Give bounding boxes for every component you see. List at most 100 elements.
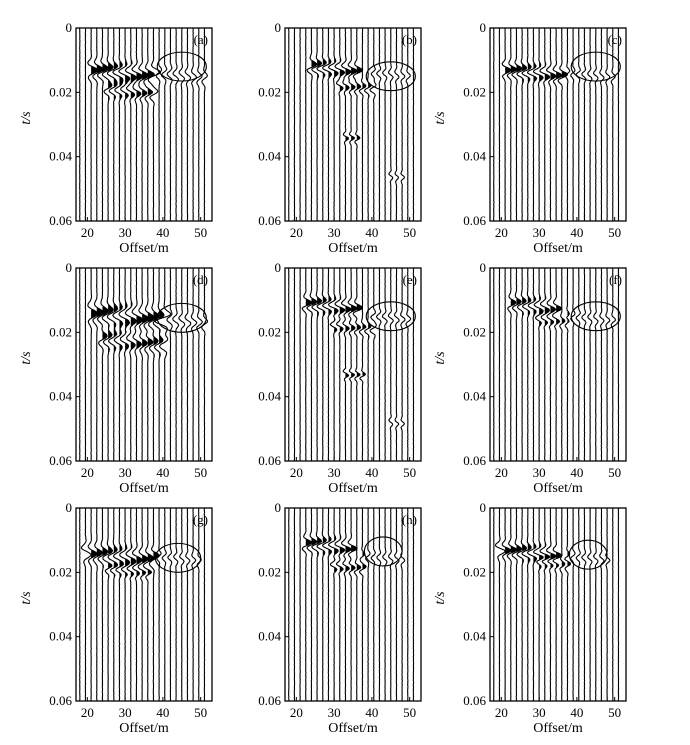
- trace-fill: [539, 565, 542, 569]
- trace-fill: [522, 64, 527, 71]
- panel-g: 20 30 40 50 0 0.02 0.04 0.06 Offset/m t/s (g): [19, 500, 213, 736]
- trace: [570, 268, 576, 461]
- trace: [545, 28, 557, 221]
- trace: [575, 28, 581, 221]
- trace-fill: [550, 62, 552, 65]
- trace-fill: [544, 294, 546, 300]
- trace: [511, 28, 523, 221]
- trace-fill: [516, 313, 518, 316]
- panel-letter: (e): [403, 272, 417, 287]
- trace: [347, 508, 358, 701]
- trace-fill: [362, 563, 367, 569]
- trace: [184, 268, 192, 461]
- trace-group: [288, 28, 415, 221]
- trace: [316, 508, 327, 701]
- trace-fill: [113, 574, 115, 578]
- trace-fill: [527, 77, 530, 83]
- trace: [399, 268, 406, 461]
- trace: [112, 28, 124, 221]
- trace-fill: [516, 79, 518, 83]
- y-tick-label: 0: [480, 500, 487, 515]
- trace: [201, 268, 209, 461]
- y-axis-label: t/s: [19, 351, 34, 365]
- x-tick-label: 30: [533, 225, 546, 240]
- trace-fill: [108, 562, 112, 569]
- trace: [178, 28, 186, 221]
- trace: [511, 268, 522, 461]
- trace-fill: [544, 307, 550, 314]
- trace-fill: [147, 313, 155, 322]
- annotation-ellipse: [363, 536, 403, 567]
- trace: [352, 28, 363, 221]
- trace: [87, 268, 99, 461]
- trace-fill: [527, 63, 532, 69]
- trace-fill: [96, 308, 104, 317]
- panel-h: 20 30 40 50 0 0.02 0.04 0.06 Offset/m (h): [258, 500, 422, 736]
- trace: [167, 508, 173, 701]
- panel-frame: [75, 27, 213, 222]
- trace: [148, 268, 160, 461]
- x-axis-label: Offset/m: [119, 481, 169, 496]
- trace-fill: [102, 81, 104, 86]
- x-tick-label: 20: [290, 465, 303, 480]
- trace-fill: [328, 549, 332, 555]
- panel-letter: (f): [609, 272, 622, 287]
- panel-frame: [489, 27, 627, 222]
- trace-fill: [362, 83, 366, 89]
- trace-fill: [368, 94, 370, 98]
- trace-fill: [516, 298, 522, 305]
- trace: [521, 268, 532, 461]
- trace-fill: [510, 65, 517, 73]
- trace-fill: [527, 311, 530, 317]
- trace-fill: [119, 60, 123, 68]
- trace-fill: [125, 330, 127, 334]
- trace: [592, 508, 599, 701]
- panel-b: 20 30 40 50 0 0.02 0.04 0.06 Offset/m (b): [258, 20, 422, 256]
- trace-group: [79, 508, 206, 701]
- trace-fill: [108, 324, 110, 329]
- trace: [533, 508, 544, 701]
- trace-fill: [339, 566, 344, 572]
- trace: [370, 508, 376, 701]
- trace-fill: [356, 304, 363, 311]
- x-tick-label: 50: [608, 465, 621, 480]
- x-tick-label: 50: [194, 705, 207, 720]
- x-axis-label: Offset/m: [119, 241, 169, 256]
- trace-fill: [119, 320, 123, 335]
- x-tick-label: 20: [81, 705, 94, 720]
- trace: [501, 508, 512, 701]
- trace-fill: [311, 553, 313, 557]
- trace-fill: [102, 547, 108, 555]
- trace-fill: [510, 299, 516, 306]
- trace-fill: [339, 58, 341, 62]
- trace: [388, 508, 394, 701]
- x-tick-label: 50: [194, 225, 207, 240]
- panel-frame: [284, 267, 422, 462]
- trace: [507, 268, 517, 461]
- x-tick-label: 30: [533, 465, 546, 480]
- trace-fill: [567, 573, 568, 575]
- trace: [506, 508, 518, 701]
- trace: [394, 28, 400, 221]
- x-tick-label: 20: [290, 225, 303, 240]
- trace-fill: [522, 559, 524, 564]
- trace-fill: [505, 547, 511, 555]
- trace-fill: [142, 555, 149, 563]
- trace: [570, 28, 576, 221]
- trace: [137, 508, 149, 701]
- trace-fill: [147, 569, 152, 575]
- trace-fill: [102, 565, 104, 570]
- y-tick-label: 0: [275, 260, 282, 275]
- trace-fill: [368, 335, 370, 339]
- trace: [92, 508, 103, 701]
- trace-fill: [345, 58, 347, 60]
- trace-fill: [351, 373, 355, 378]
- trace: [191, 28, 198, 221]
- y-tick-label: 0.02: [49, 324, 72, 339]
- panel-frame: [75, 507, 213, 702]
- trace-fill: [544, 62, 546, 66]
- trace-fill: [147, 338, 153, 346]
- trace-fill: [136, 340, 142, 349]
- trace-fill: [322, 310, 325, 316]
- y-tick-label: 0.02: [49, 564, 72, 579]
